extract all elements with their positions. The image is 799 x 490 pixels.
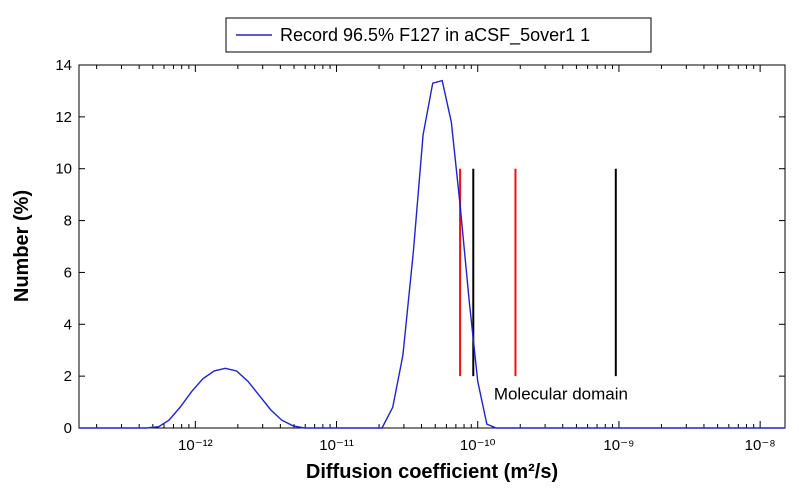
y-tick-label: 6 (64, 264, 72, 281)
legend-label: Record 96.5% F127 in aCSF_5over1 1 (280, 25, 590, 46)
y-axis-title: Number (%) (11, 190, 33, 302)
series-layer (79, 79, 785, 429)
x-tick-label: 10⁻¹² (178, 437, 213, 454)
annotations: Molecular domain (494, 384, 628, 403)
legend-box (225, 17, 652, 53)
plot-frame (78, 64, 786, 429)
y-tick-label: 4 (64, 316, 72, 333)
series-line (79, 79, 785, 429)
annotation-label: Molecular domain (494, 384, 628, 403)
y-tick-label: 2 (64, 368, 72, 385)
y-tick-label: 0 (64, 420, 72, 437)
x-tick-label: 10⁻⁸ (745, 437, 776, 454)
y-tick-label: 14 (55, 57, 72, 74)
y-tick-label: 8 (64, 213, 72, 230)
x-tick-label: 10⁻¹⁰ (460, 437, 496, 454)
x-tick-label: 10⁻¹¹ (319, 437, 354, 454)
y-tick-label: 10 (55, 161, 72, 178)
x-tick-label: 10⁻⁹ (603, 437, 634, 454)
x-axis: 10⁻¹² 10⁻¹¹ 10⁻¹⁰ 10⁻⁹ 10⁻⁸ (96, 65, 776, 454)
y-axis: 0 2 4 6 8 10 12 14 (55, 57, 785, 437)
y-tick-label: 12 (55, 109, 72, 126)
x-axis-title: Diffusion coefficient (m²/s) (306, 461, 558, 483)
legend: Record 96.5% F127 in aCSF_5over1 1 (225, 17, 652, 53)
reference-lines (459, 168, 617, 377)
